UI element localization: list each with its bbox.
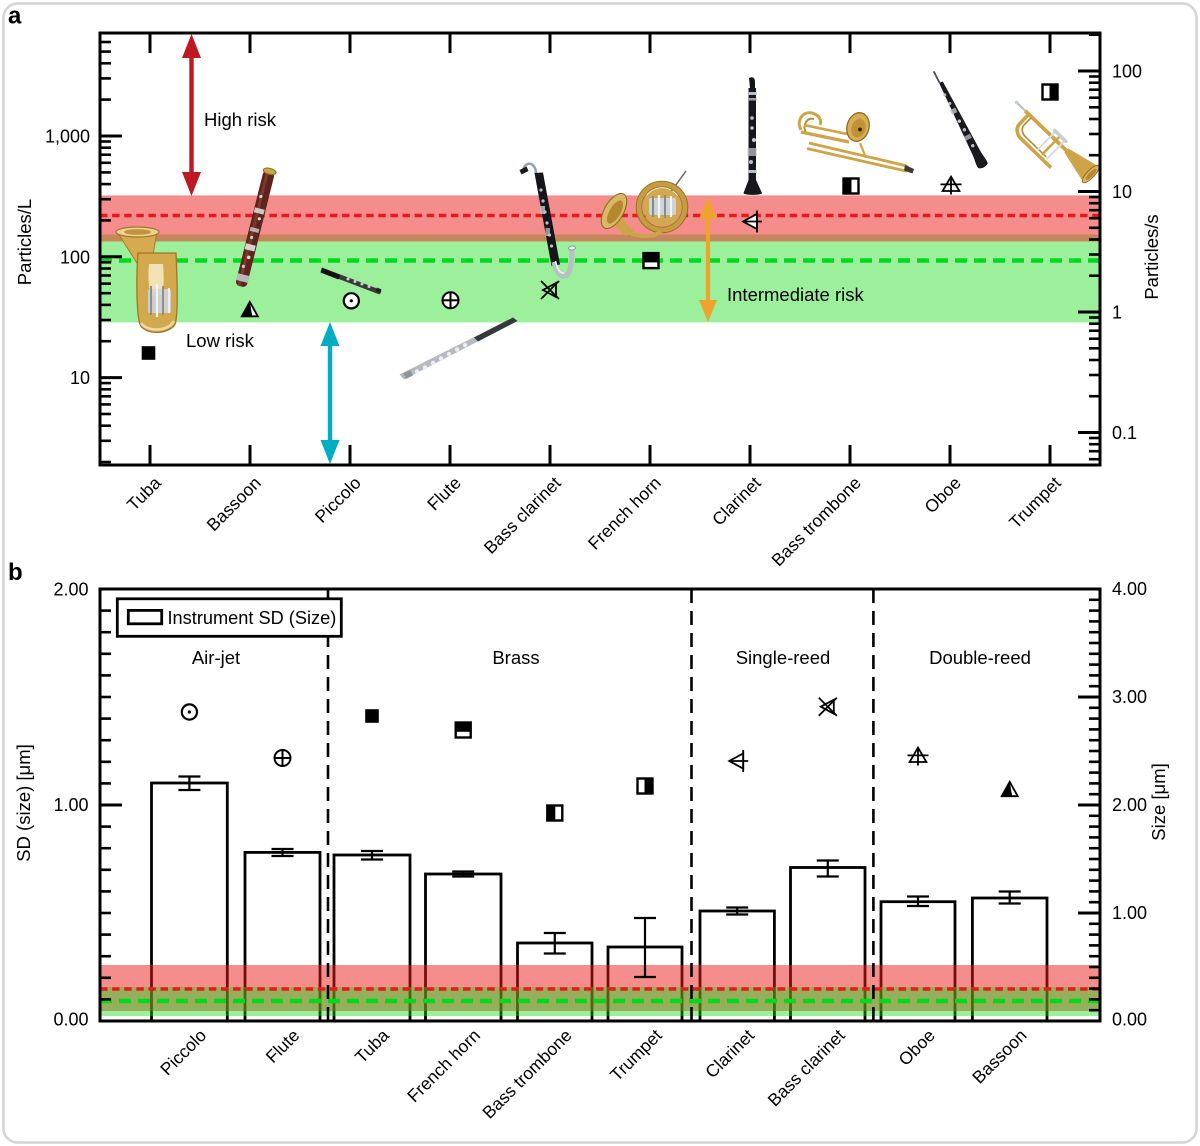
svg-text:1,000: 1,000 bbox=[45, 127, 90, 147]
svg-text:Air-jet: Air-jet bbox=[192, 647, 240, 668]
svg-text:Intermediate risk: Intermediate risk bbox=[727, 284, 864, 305]
svg-text:4.00: 4.00 bbox=[1112, 579, 1147, 599]
svg-text:100: 100 bbox=[60, 247, 90, 267]
svg-text:Single-reed: Single-reed bbox=[736, 647, 831, 668]
svg-text:Instrument SD (Size): Instrument SD (Size) bbox=[168, 608, 337, 628]
svg-text:2.00: 2.00 bbox=[1112, 795, 1147, 815]
svg-text:0.00: 0.00 bbox=[53, 1010, 88, 1030]
svg-text:10: 10 bbox=[70, 368, 90, 388]
svg-text:b: b bbox=[8, 559, 23, 586]
svg-text:Particles/L: Particles/L bbox=[14, 199, 35, 285]
svg-text:Brass: Brass bbox=[492, 647, 539, 668]
svg-text:3.00: 3.00 bbox=[1112, 687, 1147, 707]
svg-text:Size [μm]: Size [μm] bbox=[1148, 763, 1169, 840]
svg-text:a: a bbox=[8, 3, 22, 30]
svg-text:1.00: 1.00 bbox=[1112, 903, 1147, 923]
svg-text:High risk: High risk bbox=[204, 109, 277, 130]
svg-text:1: 1 bbox=[1112, 303, 1122, 323]
svg-text:Particles/s: Particles/s bbox=[1141, 214, 1162, 299]
svg-text:2.00: 2.00 bbox=[53, 580, 88, 600]
svg-text:10: 10 bbox=[1112, 182, 1132, 202]
svg-text:0.1: 0.1 bbox=[1112, 423, 1137, 443]
svg-text:1.00: 1.00 bbox=[53, 795, 88, 815]
svg-text:Low risk: Low risk bbox=[186, 330, 255, 351]
svg-text:0.00: 0.00 bbox=[1112, 1010, 1147, 1030]
svg-text:SD (size) [μm]: SD (size) [μm] bbox=[13, 744, 34, 862]
svg-text:100: 100 bbox=[1112, 62, 1142, 82]
svg-text:Double-reed: Double-reed bbox=[929, 647, 1031, 668]
